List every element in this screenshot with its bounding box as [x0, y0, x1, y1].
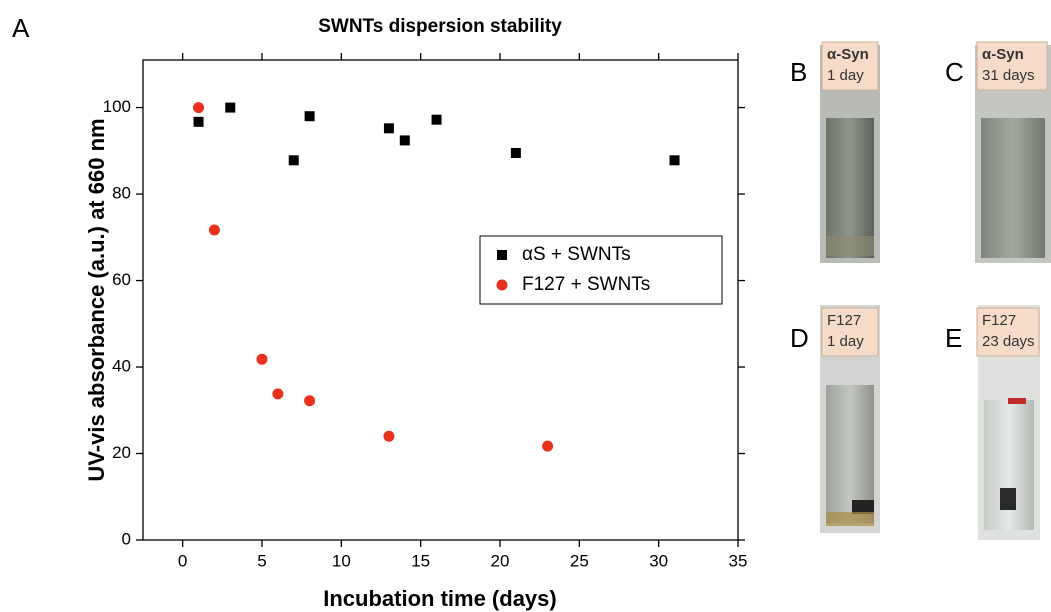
liquid [981, 118, 1045, 258]
photo-label: α-Syn [827, 46, 869, 63]
data-point [383, 123, 394, 134]
legend-label: αS + SWNTs [522, 244, 631, 265]
legend-box [479, 235, 723, 305]
photo-label-box [976, 307, 1040, 357]
panel-label: A [12, 13, 30, 43]
data-point [669, 155, 680, 166]
x-tick-label: 0 [178, 551, 187, 570]
cap-mark [1008, 398, 1026, 404]
data-point [431, 114, 442, 125]
data-point [304, 395, 316, 407]
x-tick-label: 25 [570, 551, 589, 570]
photo-label: F127 [982, 312, 1016, 329]
photo-panels [820, 45, 1051, 540]
x-tick-label: 35 [729, 551, 748, 570]
legend-marker [496, 279, 508, 291]
panel-letter: B [790, 57, 807, 87]
x-tick-label: 10 [332, 551, 351, 570]
data-point [383, 430, 395, 442]
data-point [304, 111, 315, 122]
y-tick-label: 100 [103, 97, 131, 116]
photo-label: F127 [827, 312, 861, 329]
x-tick-label: 15 [411, 551, 430, 570]
photo-label: 1 day [827, 333, 864, 350]
data-point [510, 147, 521, 158]
data-point [399, 135, 410, 146]
x-tick-label: 30 [649, 551, 668, 570]
photo-label: 31 days [982, 67, 1035, 84]
y-tick-label: 60 [112, 270, 131, 289]
data-point [288, 155, 299, 166]
plot-frame [142, 59, 739, 541]
y-tick-label: 0 [122, 529, 131, 548]
x-tick-label: 20 [491, 551, 510, 570]
y-tick-label: 80 [112, 184, 131, 203]
photo-label-box [821, 41, 879, 91]
photo-label-box [976, 41, 1048, 91]
photo-label-box [821, 307, 879, 357]
data-point [542, 440, 554, 452]
data-point [193, 116, 204, 127]
liquid [826, 118, 874, 258]
chart-title: SWNTs dispersion stability [318, 16, 562, 37]
data-point [208, 224, 220, 236]
legend-label: F127 + SWNTs [522, 274, 650, 295]
photo-label: 1 day [827, 67, 864, 84]
photo-label: 23 days [982, 333, 1035, 350]
data-point [272, 388, 284, 400]
data-point [193, 102, 205, 114]
y-axis-title: UV-vis absorbance (a.u.) at 660 nm [84, 118, 109, 481]
sediment [852, 500, 874, 514]
data-point [225, 102, 236, 113]
panel-letter: C [945, 57, 964, 87]
base [826, 236, 874, 256]
x-axis-title: Incubation time (days) [323, 586, 556, 611]
liquid [984, 400, 1034, 530]
y-tick-label: 20 [112, 443, 131, 462]
data-point [256, 353, 268, 365]
legend-marker [497, 250, 507, 260]
x-tick-label: 5 [257, 551, 266, 570]
y-tick-label: 40 [112, 357, 131, 376]
base [826, 512, 874, 526]
photo-label: α-Syn [982, 46, 1024, 63]
sediment [1000, 488, 1016, 510]
panel-letter: D [790, 323, 809, 353]
panel-letter: E [945, 323, 962, 353]
